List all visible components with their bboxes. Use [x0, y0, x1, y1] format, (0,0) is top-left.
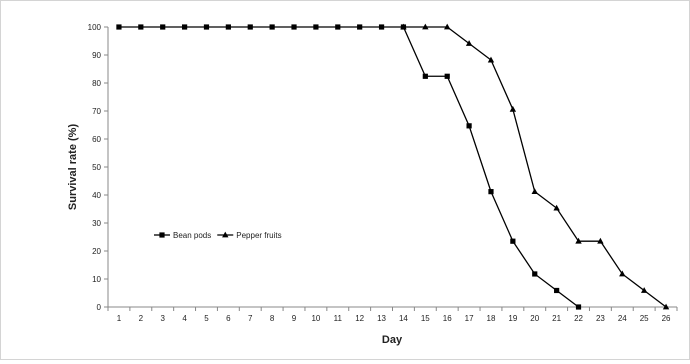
x-tick-label: 13	[377, 314, 386, 323]
x-tick-label: 17	[465, 314, 474, 323]
x-tick-label: 16	[443, 314, 452, 323]
y-tick-label: 80	[92, 79, 101, 88]
data-point-bean-pods	[575, 304, 582, 310]
data-point-bean-pods	[203, 24, 210, 30]
x-tick-label: 1	[117, 314, 122, 323]
y-tick-label: 100	[88, 23, 102, 32]
data-point-pepper-fruits	[422, 23, 429, 30]
data-point-bean-pods	[422, 73, 428, 79]
x-tick-label: 10	[311, 314, 320, 323]
y-tick-label: 40	[92, 191, 101, 200]
data-point-bean-pods	[247, 24, 253, 30]
x-tick-label: 7	[248, 314, 253, 323]
data-point-bean-pods	[291, 24, 297, 30]
y-tick-label: 30	[92, 219, 101, 228]
x-tick-label: 6	[226, 314, 231, 323]
data-point-bean-pods	[269, 24, 275, 30]
series-line-pepper-fruits	[403, 26, 667, 308]
data-point-bean-pods	[510, 238, 516, 244]
data-point-bean-pods	[138, 24, 144, 30]
series-line-bean-pods	[118, 26, 579, 308]
x-tick-label: 11	[334, 314, 343, 323]
y-tick-label: 70	[92, 107, 101, 116]
data-point-bean-pods	[466, 123, 472, 129]
x-tick-label: 9	[292, 314, 297, 323]
x-tick-label: 25	[640, 314, 649, 323]
data-point-bean-pods	[160, 24, 166, 30]
data-point-pepper-fruits	[487, 56, 495, 63]
data-point-pepper-fruits	[553, 204, 560, 211]
x-tick-label: 15	[421, 314, 430, 323]
y-tick-label: 20	[92, 247, 101, 256]
x-tick-label: 4	[182, 314, 187, 323]
y-tick-label: 90	[92, 51, 101, 60]
data-point-pepper-fruits	[531, 188, 538, 195]
data-point-pepper-fruits	[662, 303, 670, 310]
x-tick-label: 5	[204, 314, 209, 323]
data-point-bean-pods	[378, 24, 385, 30]
x-tick-label: 22	[574, 314, 583, 323]
x-tick-label: 12	[355, 314, 364, 323]
data-point-bean-pods	[488, 189, 494, 195]
data-point-pepper-fruits	[575, 237, 582, 244]
data-point-bean-pods	[313, 24, 319, 30]
y-tick-label: 10	[92, 275, 101, 284]
x-tick-label: 18	[487, 314, 496, 323]
data-point-pepper-fruits	[619, 270, 626, 277]
x-tick-label: 21	[552, 314, 561, 323]
legend-marker-bean-pods	[159, 232, 165, 238]
data-point-pepper-fruits	[444, 23, 451, 30]
data-point-bean-pods	[181, 24, 188, 30]
series-pepper-fruits	[400, 23, 670, 310]
legend-label-bean-pods: Bean pods	[173, 231, 211, 240]
data-point-pepper-fruits	[400, 23, 407, 30]
data-point-pepper-fruits	[465, 40, 473, 46]
y-tick-label: 60	[92, 135, 101, 144]
x-tick-label: 14	[399, 314, 408, 323]
series-bean-pods	[116, 24, 582, 310]
x-tick-label: 26	[662, 314, 671, 323]
x-tick-label: 23	[596, 314, 605, 323]
y-tick-label: 0	[97, 303, 102, 312]
data-point-pepper-fruits	[640, 287, 648, 293]
data-point-bean-pods	[335, 24, 341, 30]
x-tick-label: 3	[160, 314, 165, 323]
y-tick-label: 50	[92, 163, 101, 172]
data-point-bean-pods	[357, 24, 363, 30]
data-point-bean-pods	[444, 73, 450, 79]
x-axis-title: Day	[382, 334, 403, 346]
x-tick-label: 19	[508, 314, 517, 323]
data-point-bean-pods	[532, 271, 538, 277]
data-point-pepper-fruits	[597, 237, 604, 244]
x-tick-label: 20	[530, 314, 539, 323]
data-point-bean-pods	[116, 24, 122, 30]
data-point-bean-pods	[225, 24, 231, 30]
x-tick-label: 2	[139, 314, 144, 323]
data-point-pepper-fruits	[509, 105, 517, 112]
legend-label-pepper-fruits: Pepper fruits	[236, 231, 281, 240]
legend: Bean pods Pepper fruits	[154, 231, 282, 240]
x-tick-label: 24	[618, 314, 627, 323]
legend-marker-pepper-fruits	[222, 231, 229, 238]
x-tick-label: 8	[270, 314, 275, 323]
y-axis-title: Survival rate (%)	[67, 124, 79, 211]
data-point-bean-pods	[554, 287, 560, 294]
